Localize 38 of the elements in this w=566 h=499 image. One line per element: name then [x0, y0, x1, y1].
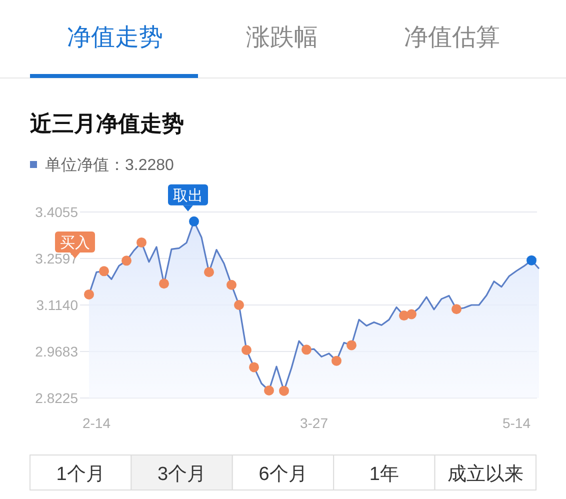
- point: [264, 386, 274, 396]
- y-tick-label: 3.4055: [35, 204, 78, 220]
- point: [122, 256, 132, 266]
- point: [234, 300, 244, 310]
- series-label: 取出: [173, 187, 203, 204]
- chart-title: 近三月净值走势: [29, 111, 184, 136]
- point: [159, 278, 169, 289]
- point: [332, 356, 342, 366]
- text: 涨跌幅: [246, 24, 318, 51]
- x-tick-label: 5-14: [502, 415, 531, 431]
- point: [406, 309, 416, 320]
- text: 6个月: [258, 464, 308, 485]
- text: 1个月: [56, 464, 105, 485]
- point: [279, 386, 289, 396]
- point: [302, 344, 312, 355]
- text: 净值走势: [67, 24, 163, 51]
- x-tick-label: 2-14: [82, 415, 111, 431]
- point: [136, 237, 146, 248]
- point: [189, 216, 199, 226]
- point: [526, 255, 536, 266]
- point: [84, 289, 94, 300]
- legend-label: 单位净值：3.2280: [45, 156, 174, 174]
- text: 净值估算: [404, 24, 500, 51]
- series-label: 买入: [60, 234, 90, 252]
- point: [242, 344, 252, 355]
- y-tick-label: 2.9683: [35, 343, 78, 360]
- point: [204, 267, 214, 278]
- point: [249, 362, 259, 372]
- y-tick-label: 2.8225: [35, 390, 78, 406]
- point: [452, 304, 462, 314]
- point: [99, 266, 109, 276]
- point: [226, 280, 236, 290]
- x-tick-label: 3-27: [300, 415, 328, 431]
- text: 成立以来: [447, 463, 524, 485]
- point: [346, 340, 356, 350]
- text: 1年: [369, 464, 399, 485]
- text: 3个月: [158, 464, 206, 485]
- y-tick-label: 3.1140: [36, 297, 78, 313]
